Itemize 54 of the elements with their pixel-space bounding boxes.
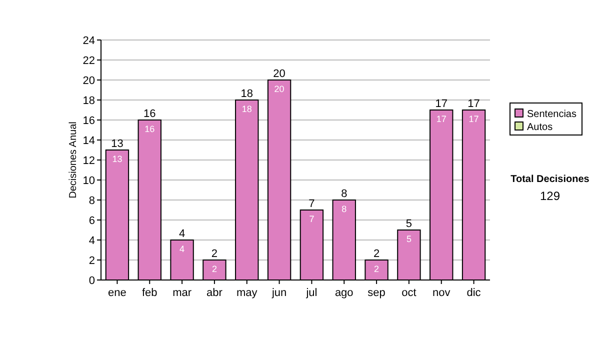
y-tick-label: 6 — [88, 215, 95, 227]
text: 129 — [540, 189, 560, 203]
data-label: 13 — [112, 154, 122, 164]
y-tick-label: 14 — [82, 135, 95, 147]
y-tick-label: 2 — [88, 255, 95, 267]
x-tick-label: jun — [270, 287, 287, 299]
y-tick-label: 4 — [88, 235, 95, 247]
total-label: 16 — [144, 108, 156, 120]
total-label: 8 — [341, 188, 348, 200]
legend-label: Autos — [527, 122, 553, 133]
x-tick-label: dic — [466, 287, 482, 299]
y-tick-label: 18 — [82, 95, 95, 107]
x-tick-label: nov — [432, 287, 451, 299]
x-tick-label: sep — [368, 287, 386, 299]
x-tick-label: oct — [402, 287, 416, 299]
data-label: 17 — [468, 114, 479, 124]
y-tick-label: 12 — [82, 155, 95, 167]
y-axis-title: Decisiones Anual — [68, 122, 79, 198]
data-label: 16 — [144, 124, 155, 134]
data-label: 20 — [274, 84, 284, 94]
x-tick-label: feb — [142, 287, 158, 299]
total-label: 17 — [468, 98, 480, 110]
x-tick-label: jul — [305, 287, 318, 299]
total-label: 2 — [373, 248, 380, 260]
y-tick-label: 10 — [82, 175, 95, 187]
x-tick-label: abr — [206, 287, 223, 299]
data-label: 17 — [436, 114, 446, 124]
data-label: 4 — [180, 244, 185, 254]
data-label: 2 — [374, 264, 380, 274]
total-label: 17 — [435, 98, 448, 110]
y-tick-label: 16 — [82, 115, 95, 127]
total-label: 18 — [240, 88, 253, 100]
total-label: 13 — [111, 138, 124, 150]
data-label: 8 — [342, 204, 347, 214]
total-label: 20 — [273, 68, 286, 80]
x-tick-label: may — [236, 287, 258, 299]
y-tick-label: 0 — [88, 275, 95, 287]
data-label: 18 — [242, 104, 252, 114]
y-tick-label: 20 — [82, 75, 95, 87]
x-tick-label: ago — [334, 287, 354, 299]
data-label: 5 — [406, 234, 412, 244]
x-tick-label: ene — [108, 287, 126, 299]
total-label: 4 — [178, 228, 186, 240]
text: Total Decisiones — [510, 174, 590, 185]
y-tick-label: 8 — [88, 195, 95, 207]
y-tick-label: 22 — [82, 55, 95, 67]
legend-label: Sentencias — [527, 109, 576, 120]
data-label: 7 — [309, 214, 314, 224]
total-label: 2 — [211, 248, 218, 260]
data-label: 2 — [212, 264, 217, 274]
x-tick-label: mar — [172, 287, 192, 299]
total-label: 7 — [308, 198, 315, 210]
total-label: 5 — [406, 218, 412, 230]
y-tick-label: 24 — [82, 35, 95, 47]
